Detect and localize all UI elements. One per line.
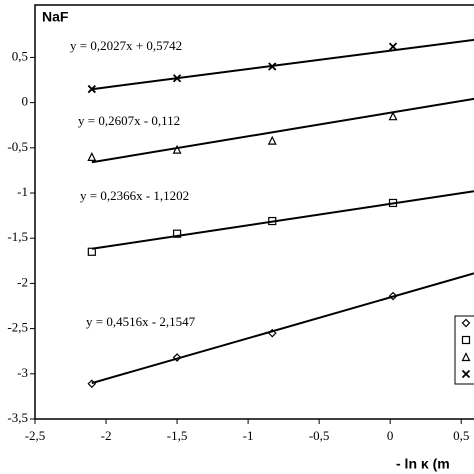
chart-title: NaF xyxy=(42,9,69,25)
data-point xyxy=(172,144,182,154)
y-tick-label: -1 xyxy=(17,184,28,199)
x-axis-label: - ln κ (m xyxy=(396,456,450,472)
legend-marker xyxy=(461,318,471,328)
trend-line xyxy=(91,38,474,91)
legend-marker xyxy=(461,369,471,379)
y-tick-label: -2 xyxy=(17,274,28,289)
data-point xyxy=(87,84,96,94)
trend-equation: y = 0,4516x - 2,1547 xyxy=(86,314,196,329)
data-point xyxy=(267,328,277,338)
x-tick-label: -2 xyxy=(101,428,112,443)
x-tick-label: -2,5 xyxy=(25,428,46,443)
y-tick-label: 0 xyxy=(22,94,29,109)
data-point xyxy=(268,62,277,71)
x-tick-label: 0,5 xyxy=(453,428,469,443)
data-point xyxy=(172,74,182,83)
legend-marker xyxy=(461,352,471,362)
x-tick-label: -1 xyxy=(243,428,254,443)
data-point xyxy=(87,247,96,256)
y-tick-label: -3,5 xyxy=(7,410,28,425)
x-tick-label: -0,5 xyxy=(309,428,330,443)
data-point xyxy=(268,216,277,226)
data-point xyxy=(388,42,398,51)
trend-line xyxy=(91,190,474,250)
legend-box xyxy=(454,315,474,385)
trend-equation: y = 0,2027x + 0,5742 xyxy=(70,38,182,53)
data-point xyxy=(87,152,97,161)
data-point xyxy=(388,111,398,121)
trend-equation: y = 0,2366x - 1,1202 xyxy=(80,188,189,203)
data-point xyxy=(87,379,97,389)
y-tick-label: 0,5 xyxy=(12,48,28,63)
data-point xyxy=(172,229,182,238)
trend-line xyxy=(91,272,474,385)
y-tick-label: -0,5 xyxy=(7,139,28,154)
data-point xyxy=(267,135,277,145)
y-tick-label: -3 xyxy=(17,365,28,380)
trend-line xyxy=(91,97,474,164)
trend-equation: y = 0,2607x - 0,112 xyxy=(78,113,180,128)
y-tick-label: -1,5 xyxy=(7,229,28,244)
y-tick-label: -2,5 xyxy=(7,320,28,335)
x-tick-label: 0 xyxy=(387,428,394,443)
data-point xyxy=(388,198,398,208)
data-point xyxy=(172,353,182,362)
plot-frame xyxy=(34,4,474,420)
data-point xyxy=(388,291,398,301)
legend-marker xyxy=(461,335,471,345)
x-tick-label: -1,5 xyxy=(167,428,188,443)
